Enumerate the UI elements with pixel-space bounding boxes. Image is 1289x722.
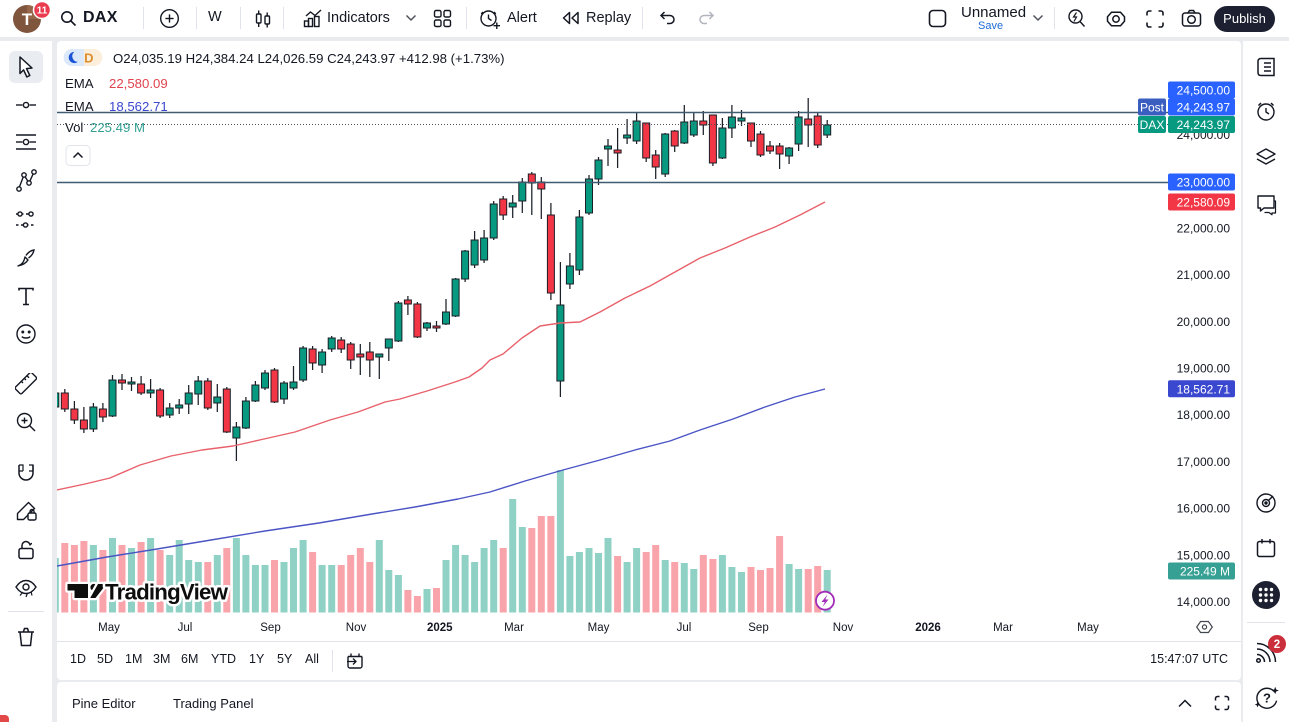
svg-text:EMA: EMA — [65, 76, 94, 91]
svg-text:16,000.00: 16,000.00 — [1177, 502, 1231, 516]
svg-text:18,000.00: 18,000.00 — [1177, 408, 1231, 422]
svg-text:May: May — [1077, 622, 1099, 634]
svg-text:May: May — [98, 622, 120, 634]
svg-text:22,580.09: 22,580.09 — [1177, 196, 1231, 210]
svg-text:T: T — [22, 10, 33, 29]
svg-text:D: D — [84, 51, 93, 66]
svg-text:Jul: Jul — [677, 622, 692, 634]
svg-text:18,562.71: 18,562.71 — [109, 99, 168, 114]
svg-text:DAX: DAX — [1140, 118, 1165, 132]
svg-text:Jul: Jul — [178, 622, 193, 634]
svg-text:23,000.00: 23,000.00 — [1177, 176, 1231, 190]
svg-text:Nov: Nov — [346, 622, 367, 634]
svg-text:19,000.00: 19,000.00 — [1177, 362, 1231, 376]
svg-text:Mar: Mar — [504, 622, 524, 634]
svg-text:O24,035.19 H24,384.24 L24,026.: O24,035.19 H24,384.24 L24,026.59 C24,243… — [113, 51, 505, 66]
svg-text:15,000.00: 15,000.00 — [1177, 548, 1231, 562]
svg-text:225.49 M: 225.49 M — [90, 120, 145, 135]
svg-text:Sep: Sep — [260, 622, 280, 634]
svg-text:2: 2 — [1274, 639, 1280, 651]
svg-text:24,500.00: 24,500.00 — [1177, 84, 1231, 98]
svg-text:22,000.00: 22,000.00 — [1177, 221, 1231, 235]
svg-text:2026: 2026 — [915, 622, 941, 634]
svg-text:225.49 M: 225.49 M — [1180, 565, 1230, 579]
svg-text:2025: 2025 — [427, 622, 453, 634]
svg-text:Sep: Sep — [748, 622, 768, 634]
svg-text:TradingView: TradingView — [105, 580, 229, 605]
svg-text:EMA: EMA — [65, 99, 94, 114]
svg-text:?: ? — [1263, 691, 1271, 706]
svg-text:18,562.71: 18,562.71 — [1177, 382, 1231, 396]
svg-text:Mar: Mar — [993, 622, 1013, 634]
svg-text:24,243.97: 24,243.97 — [1177, 101, 1231, 115]
svg-text:Post: Post — [1140, 101, 1165, 115]
svg-text:21,000.00: 21,000.00 — [1177, 268, 1231, 282]
svg-text:14,000.00: 14,000.00 — [1177, 595, 1231, 609]
svg-text:May: May — [588, 622, 610, 634]
svg-text:22,580.09: 22,580.09 — [109, 76, 168, 91]
svg-text:17,000.00: 17,000.00 — [1177, 455, 1231, 469]
svg-text:20,000.00: 20,000.00 — [1177, 315, 1231, 329]
svg-text:11: 11 — [37, 6, 48, 17]
svg-text:24,243.97: 24,243.97 — [1177, 118, 1231, 132]
svg-text:Vol: Vol — [65, 120, 83, 135]
svg-text:Nov: Nov — [833, 622, 854, 634]
